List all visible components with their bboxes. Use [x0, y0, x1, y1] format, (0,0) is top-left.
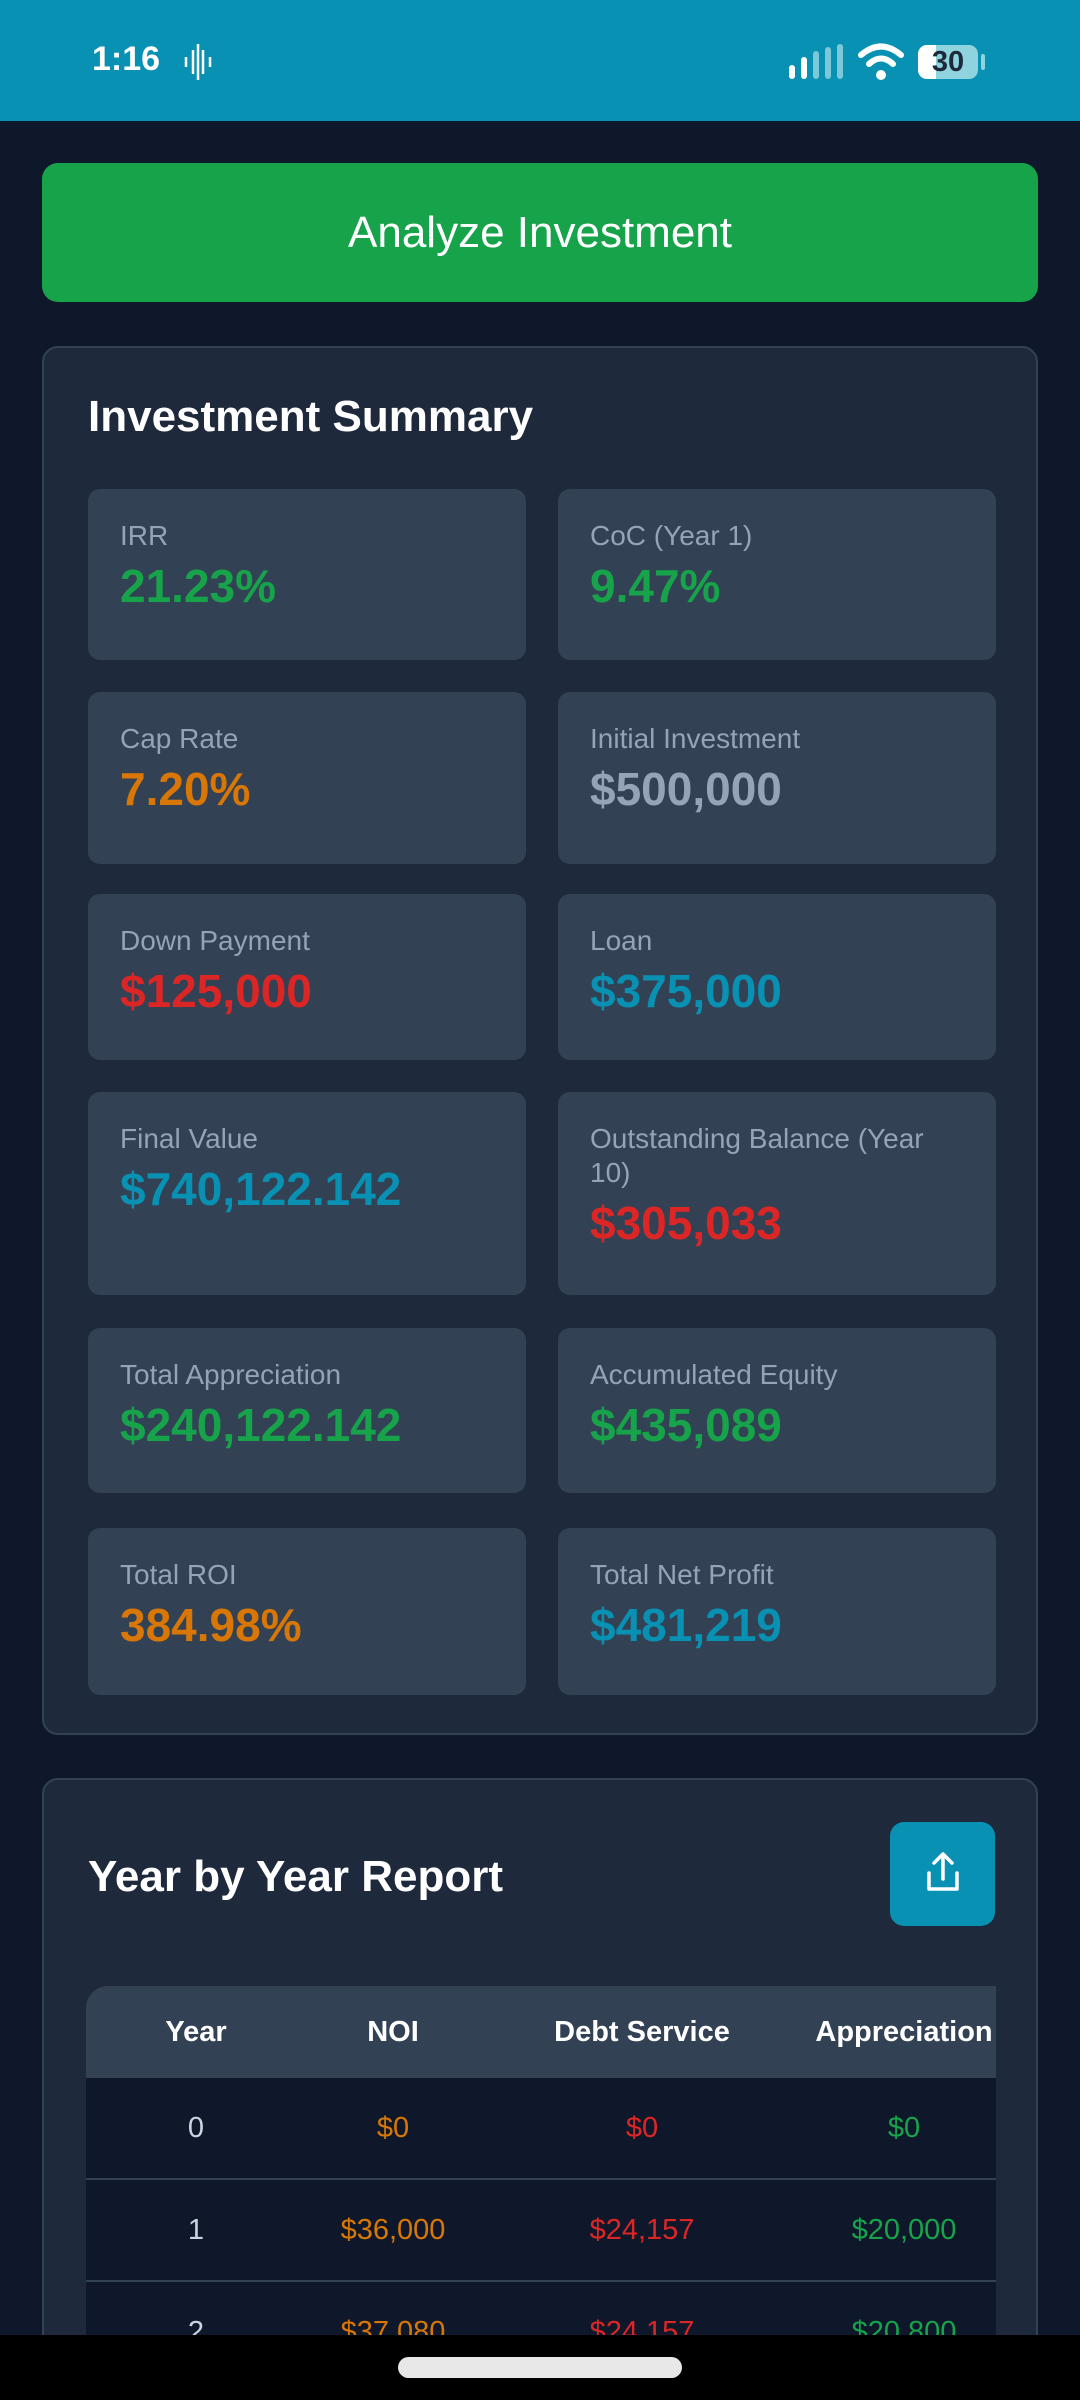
summary-tile: Initial Investment $500,000 — [558, 692, 996, 864]
tile-value: 7.20% — [120, 763, 251, 815]
section-title: Year by Year Report — [88, 1852, 503, 1901]
tile-label: IRR — [120, 520, 169, 551]
table-cell: 1 — [187, 2213, 205, 2246]
tile-value: 384.98% — [120, 1599, 302, 1651]
tile-label: Accumulated Equity — [590, 1359, 838, 1390]
signal-icon — [789, 44, 843, 79]
table-row: 0 $0 $0 $0 — [86, 2078, 996, 2180]
status-bar: 1:16 30 — [0, 0, 1080, 121]
tile-label: Initial Investment — [590, 723, 801, 754]
wifi-icon — [858, 43, 904, 80]
tile-label: Loan — [590, 925, 653, 956]
table-cell: $36,000 — [340, 2213, 446, 2246]
voice-wave-icon — [184, 44, 212, 80]
battery-icon: 30 — [918, 45, 978, 79]
table-cell: $0 — [625, 2111, 659, 2144]
table-cell: $0 — [887, 2111, 921, 2144]
analyze-investment-button[interactable]: Analyze Investment — [42, 163, 1038, 302]
summary-tile: CoC (Year 1) 9.47% — [558, 489, 996, 660]
tile-value: $481,219 — [590, 1599, 782, 1651]
summary-tile: Total Appreciation $240,122.142 — [88, 1328, 526, 1493]
summary-tile: Total ROI 384.98% — [88, 1528, 526, 1695]
summary-tile: Outstanding Balance (Year 10) $305,033 — [558, 1092, 996, 1295]
summary-tile: Loan $375,000 — [558, 894, 996, 1060]
tile-value: $375,000 — [590, 965, 782, 1017]
year-by-year-report-card: Year by Year Report Year NOI Debt Service A… — [42, 1778, 1038, 2394]
summary-tile: Cap Rate 7.20% — [88, 692, 526, 864]
summary-tile: Final Value $740,122.142 — [88, 1092, 526, 1295]
column-header[interactable]: NOI — [367, 2015, 419, 2048]
section-title: Investment Summary — [88, 392, 534, 441]
tile-value: $125,000 — [120, 965, 312, 1017]
table-header: Year NOI Debt Service Appreciation — [86, 1986, 996, 2078]
table-cell: 0 — [187, 2111, 205, 2144]
battery-level: 30 — [931, 46, 965, 78]
status-time: 1:16 — [92, 40, 161, 78]
tile-value: $435,089 — [590, 1399, 782, 1451]
tile-label: CoC (Year 1) — [590, 520, 753, 551]
tile-label: Cap Rate — [120, 723, 239, 754]
column-header[interactable]: Year — [165, 2015, 227, 2048]
tile-label: Outstanding Balance (Year 10) — [590, 1123, 924, 1188]
navigation-bar — [0, 2335, 1080, 2400]
column-header[interactable]: Debt Service — [554, 2015, 730, 2048]
tile-value: 21.23% — [120, 560, 277, 612]
table-cell: $24,157 — [589, 2213, 695, 2246]
tile-value: $500,000 — [590, 763, 782, 815]
table-cell: $0 — [376, 2111, 410, 2144]
tile-value: $240,122.142 — [120, 1399, 402, 1451]
summary-tile: Total Net Profit $481,219 — [558, 1528, 996, 1695]
investment-summary-card: Investment Summary IRR 21.23% CoC (Year … — [42, 346, 1038, 1735]
report-table[interactable]: Year NOI Debt Service Appreciation 0 $0 $0 $0 1 $… — [86, 1986, 996, 2384]
share-icon — [926, 1851, 959, 1891]
tile-value: $740,122.142 — [120, 1163, 402, 1215]
summary-tile: IRR 21.23% — [88, 489, 526, 660]
share-button[interactable] — [890, 1822, 995, 1926]
tile-value: 9.47% — [590, 560, 721, 612]
tile-label: Total Appreciation — [120, 1359, 342, 1390]
tile-label: Final Value — [120, 1123, 259, 1154]
column-header[interactable]: Appreciation — [815, 2015, 993, 2048]
tile-label: Total ROI — [120, 1559, 237, 1590]
tile-value: $305,033 — [590, 1197, 782, 1249]
tile-label: Total Net Profit — [590, 1559, 774, 1590]
tile-label: Down Payment — [120, 925, 310, 956]
table-row: 1 $36,000 $24,157 $20,000 — [86, 2180, 996, 2282]
summary-tile: Accumulated Equity $435,089 — [558, 1328, 996, 1493]
home-indicator[interactable] — [398, 2357, 682, 2378]
battery-nub — [981, 54, 985, 70]
summary-tile: Down Payment $125,000 — [88, 894, 526, 1060]
table-cell: $20,000 — [851, 2213, 957, 2246]
